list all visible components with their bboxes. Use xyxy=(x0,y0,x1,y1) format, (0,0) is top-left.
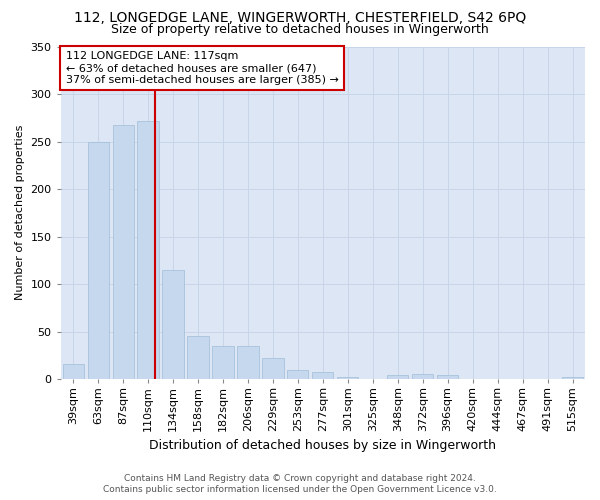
X-axis label: Distribution of detached houses by size in Wingerworth: Distribution of detached houses by size … xyxy=(149,440,496,452)
Bar xyxy=(238,346,259,379)
Bar xyxy=(62,364,84,379)
Text: Size of property relative to detached houses in Wingerworth: Size of property relative to detached ho… xyxy=(111,22,489,36)
Bar xyxy=(187,336,209,379)
Text: 112, LONGEDGE LANE, WINGERWORTH, CHESTERFIELD, S42 6PQ: 112, LONGEDGE LANE, WINGERWORTH, CHESTER… xyxy=(74,11,526,25)
Bar xyxy=(562,377,583,379)
Bar xyxy=(137,120,159,379)
Bar xyxy=(212,346,233,379)
Bar xyxy=(312,372,334,379)
Bar xyxy=(287,370,308,379)
Bar xyxy=(88,142,109,379)
Bar xyxy=(163,270,184,379)
Bar xyxy=(387,376,409,379)
Y-axis label: Number of detached properties: Number of detached properties xyxy=(15,125,25,300)
Bar xyxy=(337,377,358,379)
Bar xyxy=(262,358,284,379)
Bar xyxy=(437,376,458,379)
Bar xyxy=(412,374,433,379)
Text: Contains HM Land Registry data © Crown copyright and database right 2024.
Contai: Contains HM Land Registry data © Crown c… xyxy=(103,474,497,494)
Text: 112 LONGEDGE LANE: 117sqm
← 63% of detached houses are smaller (647)
37% of semi: 112 LONGEDGE LANE: 117sqm ← 63% of detac… xyxy=(66,52,339,84)
Bar xyxy=(113,126,134,379)
